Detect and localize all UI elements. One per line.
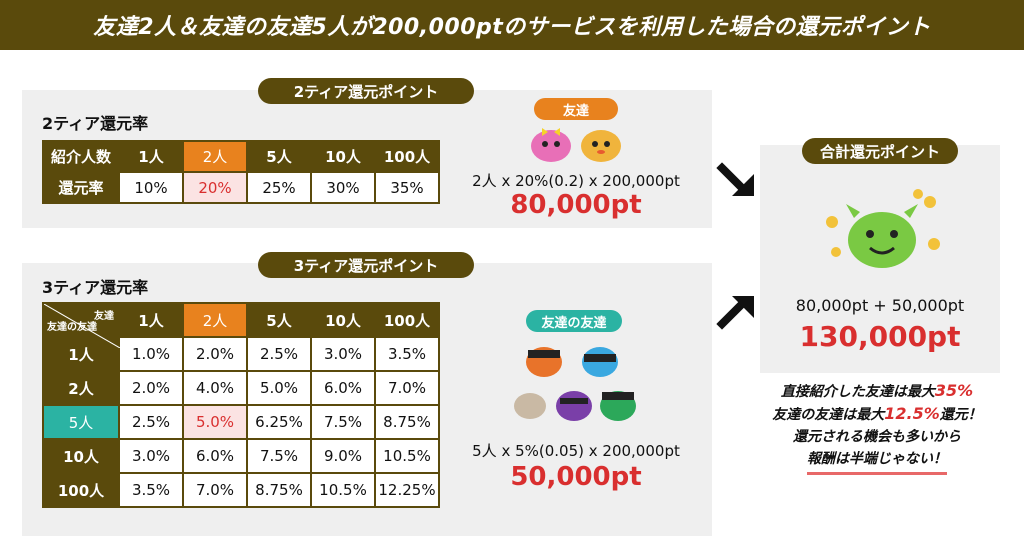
note-underlined-text: 報酬は半端じゃない！ <box>807 448 947 475</box>
rate-cell-highlight: 5.0% <box>182 404 248 440</box>
col-header: 5人 <box>246 140 312 173</box>
friend-of-friend-pill-label: 友達の友達 <box>541 315 607 331</box>
rate-cell: 7.5% <box>310 404 376 440</box>
note-text: 直接紹介した友達は最大 <box>780 384 935 400</box>
rate-cell: 7.0% <box>374 370 440 406</box>
col-header: 5人 <box>246 302 312 338</box>
rate-cell: 2.5% <box>118 404 184 440</box>
rate-cell: 3.0% <box>310 336 376 372</box>
header-label: 紹介人数 <box>42 140 120 173</box>
corner-bottom-label: 友達の友達 <box>47 322 97 333</box>
rate-cell: 3.5% <box>374 336 440 372</box>
tier2-result: 80,000pt <box>510 190 642 220</box>
note-highlight: 35% <box>934 381 974 400</box>
note-line-2: 友達の友達は最大12.5%還元！ <box>742 403 1012 426</box>
tier3-result: 50,000pt <box>510 462 642 492</box>
row-label: 還元率 <box>42 171 120 204</box>
rate-cell: 12.25% <box>374 472 440 508</box>
note-line-3: 還元される機会も多いから <box>793 429 961 445</box>
rate-cell: 25% <box>246 171 312 204</box>
tier3-pill-label: 3ティア還元ポイント <box>293 256 439 275</box>
col-header: 10人 <box>310 302 376 338</box>
tier3-rate-table: 友達 友達の友達 1人 2人 5人 10人 100人 1人 1.0% 2.0% … <box>42 302 440 508</box>
total-formula: 80,000pt + 50,000pt <box>795 296 965 315</box>
friend-pill: 友達 <box>534 98 618 120</box>
corner-cell: 友達 友達の友達 <box>42 302 120 348</box>
rate-cell: 6.0% <box>310 370 376 406</box>
rate-cell: 2.5% <box>246 336 312 372</box>
col-header: 1人 <box>118 140 184 173</box>
rate-cell: 10.5% <box>310 472 376 508</box>
rate-cell: 7.5% <box>246 438 312 474</box>
col-header: 10人 <box>310 140 376 173</box>
rate-cell: 3.5% <box>118 472 184 508</box>
rate-cell-highlight: 20% <box>182 171 248 204</box>
tier2-pill-label: 2ティア還元ポイント <box>293 82 439 101</box>
friend-characters-icon <box>531 128 621 162</box>
arrow-down-right-icon <box>716 162 754 196</box>
rate-cell: 10.5% <box>374 438 440 474</box>
rate-cell: 7.0% <box>182 472 248 508</box>
table-row: 10人 3.0% 6.0% 7.5% 9.0% 10.5% <box>42 438 440 474</box>
table-row: 還元率 10% 20% 25% 30% 35% <box>42 171 440 204</box>
total-pill: 合計還元ポイント <box>802 138 958 164</box>
banner-title: 友達2人＆友達の友達5人が200,000ptのサービスを利用した場合の還元ポイン… <box>93 15 931 40</box>
arrow-up-right-icon <box>716 296 754 330</box>
tier3-pill: 3ティア還元ポイント <box>258 252 474 278</box>
tier2-formula: 2人 x 20%(0.2) x 200,000pt <box>472 172 680 190</box>
table-row: 100人 3.5% 7.0% 8.75% 10.5% 12.25% <box>42 472 440 508</box>
table-row: 1人 1.0% 2.0% 2.5% 3.0% 3.5% <box>42 336 440 372</box>
row-label-highlight: 5人 <box>42 404 120 440</box>
rate-cell: 35% <box>374 171 440 204</box>
col-header-highlight: 2人 <box>182 140 248 173</box>
total-result: 130,000pt <box>799 320 961 353</box>
note-line-4: 報酬は半端じゃない！ <box>742 448 1012 475</box>
note-text: 還元！ <box>939 407 982 423</box>
rate-cell: 5.0% <box>246 370 312 406</box>
page-banner: 友達2人＆友達の友達5人が200,000ptのサービスを利用した場合の還元ポイン… <box>0 0 1024 50</box>
row-label: 1人 <box>42 336 120 372</box>
tier2-heading: 2ティア還元率 <box>42 114 149 133</box>
rate-cell: 4.0% <box>182 370 248 406</box>
summary-note: 直接紹介した友達は最大35% 友達の友達は最大12.5%還元！ 還元される機会も… <box>742 380 1012 475</box>
corner-top-label: 友達 <box>94 311 114 322</box>
tier3-formula: 5人 x 5%(0.05) x 200,000pt <box>472 442 680 460</box>
friend-pill-label: 友達 <box>562 103 589 119</box>
mascot-with-coins-icon <box>826 189 940 268</box>
table-row: 5人 2.5% 5.0% 6.25% 7.5% 8.75% <box>42 404 440 440</box>
rate-cell: 1.0% <box>118 336 184 372</box>
rate-cell: 2.0% <box>182 336 248 372</box>
note-text: 友達の友達は最大 <box>772 407 885 423</box>
corner-divider <box>44 304 120 348</box>
table-row: 友達 友達の友達 1人 2人 5人 10人 100人 <box>42 302 440 348</box>
rate-cell: 6.25% <box>246 404 312 440</box>
friend-of-friend-characters-icon <box>514 347 636 421</box>
note-highlight: 12.5% <box>884 404 940 423</box>
tier2-pill: 2ティア還元ポイント <box>258 78 474 104</box>
rate-cell: 9.0% <box>310 438 376 474</box>
tier2-rate-table: 紹介人数 1人 2人 5人 10人 100人 還元率 10% 20% 25% 3… <box>42 140 440 204</box>
rate-cell: 2.0% <box>118 370 184 406</box>
rate-cell: 8.75% <box>246 472 312 508</box>
col-header: 100人 <box>374 302 440 338</box>
rate-cell: 6.0% <box>182 438 248 474</box>
rate-cell: 30% <box>310 171 376 204</box>
row-label: 2人 <box>42 370 120 406</box>
row-label: 10人 <box>42 438 120 474</box>
total-pill-label: 合計還元ポイント <box>819 142 940 161</box>
rate-cell: 8.75% <box>374 404 440 440</box>
col-header: 100人 <box>374 140 440 173</box>
col-header-highlight: 2人 <box>182 302 248 338</box>
friend-of-friend-pill: 友達の友達 <box>526 310 622 332</box>
table-row: 紹介人数 1人 2人 5人 10人 100人 <box>42 140 440 173</box>
rate-cell: 10% <box>118 171 184 204</box>
row-label: 100人 <box>42 472 120 508</box>
note-line-1: 直接紹介した友達は最大35% <box>742 380 1012 403</box>
col-header: 1人 <box>118 302 184 338</box>
table-row: 2人 2.0% 4.0% 5.0% 6.0% 7.0% <box>42 370 440 406</box>
rate-cell: 3.0% <box>118 438 184 474</box>
tier3-heading: 3ティア還元率 <box>42 278 149 297</box>
